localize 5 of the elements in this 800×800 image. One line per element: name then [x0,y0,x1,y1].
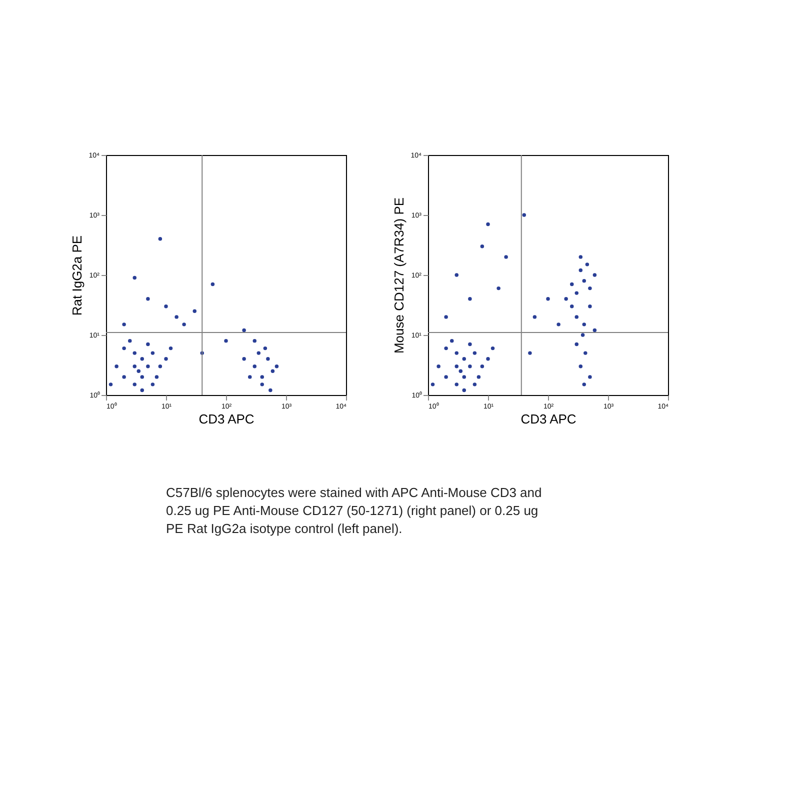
x-axis-title: CD3 APC [520,412,576,426]
y-axis-title: Mouse CD127 (A7R34) PE [392,197,407,354]
x-axis-title: CD3 APC [198,412,254,426]
text: C57Bl/6 splenocytes were stained with APC Anti-Mouse CD3 and 0.25 ug PE Anti-Mouse CD127 (50-1271) (right panel) or 0.25 ug PE Rat IgG2a isotype control (left panel). [166,485,542,536]
y-axis-title: Rat IgG2a PE [70,235,85,316]
